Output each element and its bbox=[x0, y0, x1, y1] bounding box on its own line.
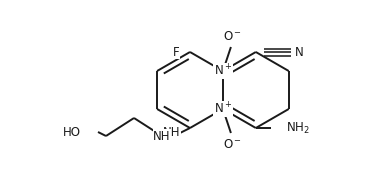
Text: $\mathregular{N^+}$: $\mathregular{N^+}$ bbox=[214, 101, 232, 117]
Text: $\mathregular{O^-}$: $\mathregular{O^-}$ bbox=[224, 137, 243, 151]
Text: N: N bbox=[295, 45, 303, 59]
Text: HO: HO bbox=[63, 125, 81, 139]
Text: NH: NH bbox=[153, 129, 171, 142]
Text: NH: NH bbox=[163, 127, 180, 139]
Text: $\mathregular{O^-}$: $\mathregular{O^-}$ bbox=[224, 30, 243, 42]
Text: $\mathregular{N^+}$: $\mathregular{N^+}$ bbox=[214, 63, 232, 79]
Text: $\mathregular{NH_2}$: $\mathregular{NH_2}$ bbox=[286, 120, 310, 136]
Text: F: F bbox=[173, 45, 179, 59]
